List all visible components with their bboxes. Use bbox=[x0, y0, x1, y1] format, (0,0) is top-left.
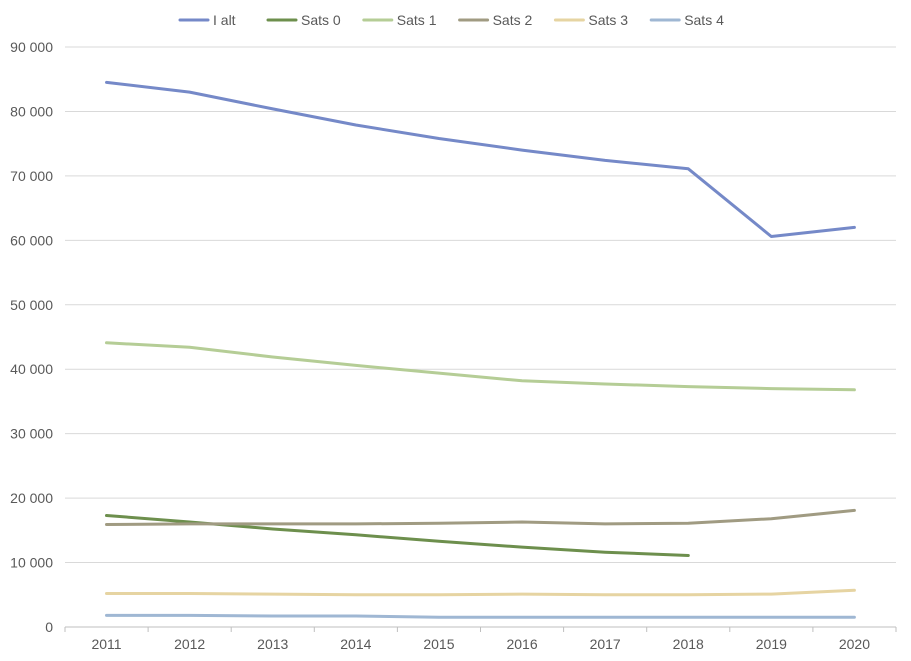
series-line-sats-3 bbox=[105, 588, 856, 597]
legend-label: Sats 1 bbox=[397, 12, 437, 28]
legend-label: Sats 4 bbox=[684, 12, 724, 28]
legend: I alt Sats 0 Sats 1 Sats 2 Sats 3 Sats 4 bbox=[178, 12, 724, 28]
series-line-sats-4 bbox=[105, 613, 856, 619]
y-tick-label: 10 000 bbox=[10, 555, 53, 571]
y-tick-label: 60 000 bbox=[10, 232, 53, 248]
series-line-sats-0 bbox=[105, 514, 690, 557]
y-tick-label: 0 bbox=[45, 619, 53, 635]
x-tick-label: 2017 bbox=[590, 636, 621, 652]
legend-label: Sats 3 bbox=[588, 12, 628, 28]
series-line-sats-1 bbox=[105, 341, 856, 392]
y-axis: 0 10 000 20 000 30 000 40 000 50 000 60 000 70 … bbox=[10, 39, 53, 635]
legend-label: I alt bbox=[213, 12, 236, 28]
x-tick-label: 2019 bbox=[756, 636, 787, 652]
x-tick-label: 2014 bbox=[340, 636, 371, 652]
series-lines bbox=[105, 80, 856, 619]
series-line-sats-2 bbox=[105, 508, 856, 526]
y-tick-label: 70 000 bbox=[10, 168, 53, 184]
x-tick-label: 2016 bbox=[506, 636, 537, 652]
legend-label: Sats 0 bbox=[301, 12, 341, 28]
x-axis: 2011 2012 2013 2014 2015 2016 2017 2018 2019 2020 bbox=[64, 626, 897, 652]
y-tick-label: 30 000 bbox=[10, 426, 53, 442]
x-tick-label: 2015 bbox=[423, 636, 454, 652]
y-tick-label: 90 000 bbox=[10, 39, 53, 55]
series-line-i-alt bbox=[105, 80, 856, 238]
x-tick-label: 2020 bbox=[839, 636, 870, 652]
x-tick-label: 2018 bbox=[673, 636, 704, 652]
y-tick-label: 20 000 bbox=[10, 490, 53, 506]
x-tick-label: 2011 bbox=[91, 636, 121, 652]
legend-label: Sats 2 bbox=[493, 12, 533, 28]
x-tick-label: 2012 bbox=[174, 636, 205, 652]
x-tick-label: 2013 bbox=[257, 636, 288, 652]
y-tick-label: 40 000 bbox=[10, 361, 53, 377]
y-tick-label: 80 000 bbox=[10, 103, 53, 119]
gridlines bbox=[65, 46, 896, 564]
y-tick-label: 50 000 bbox=[10, 297, 53, 313]
